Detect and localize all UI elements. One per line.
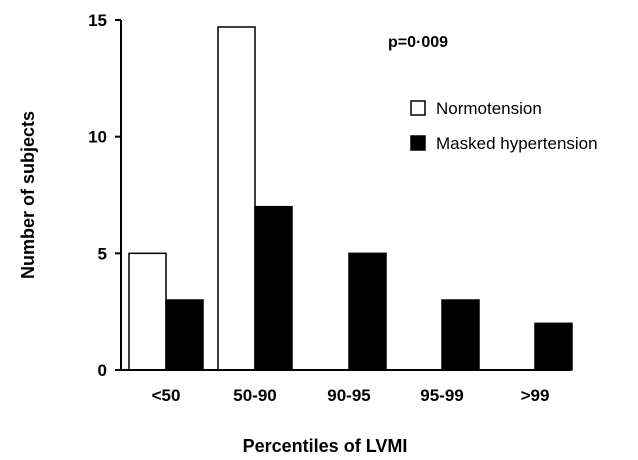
- bar-masked-hypertension-0: [165, 299, 204, 371]
- bar-masked-hypertension-4: [534, 322, 573, 371]
- y-tick-label: 5: [98, 244, 107, 263]
- p-value-annotation: p=0·009: [388, 34, 448, 51]
- y-tick-label: 10: [88, 128, 107, 147]
- x-tick-label: 90-95: [327, 386, 370, 405]
- bar-masked-hypertension-3: [441, 299, 480, 371]
- y-tick-label: 0: [98, 361, 107, 380]
- x-tick-label: <50: [152, 386, 181, 405]
- bar-normotension-0: [128, 252, 167, 371]
- bar-masked-hypertension-1: [254, 205, 293, 371]
- x-axis-title: Percentiles of LVMI: [243, 436, 408, 456]
- legend-label-normotension: Normotension: [436, 99, 542, 118]
- y-tick-label: 15: [88, 11, 107, 30]
- y-ticks: 0 5 10 15: [88, 11, 121, 380]
- x-ticks: <50 50-90 90-95 95-99 >99: [152, 386, 550, 405]
- legend-swatch-normotension: [410, 100, 426, 116]
- bars-layer: [128, 26, 573, 371]
- x-tick-label: 95-99: [420, 386, 463, 405]
- legend-swatch-masked-hypertension: [410, 135, 426, 151]
- legend: Normotension Masked hypertension: [410, 99, 598, 153]
- y-axis-title: Number of subjects: [18, 111, 38, 279]
- legend-label-masked-hypertension: Masked hypertension: [436, 134, 598, 153]
- x-tick-label: 50-90: [233, 386, 276, 405]
- bar-normotension-1: [217, 26, 256, 371]
- axes-layer: [120, 20, 570, 371]
- x-tick-label: >99: [521, 386, 550, 405]
- bar-masked-hypertension-2: [348, 252, 387, 371]
